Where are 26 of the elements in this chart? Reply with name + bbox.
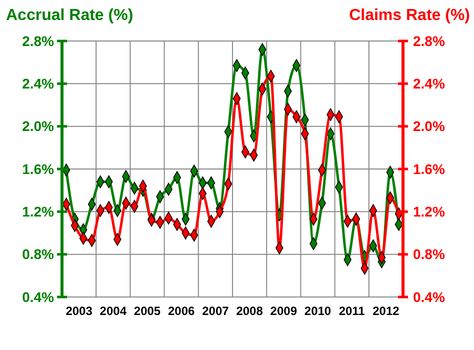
y2-tick-label: 2.4% (413, 76, 446, 92)
x-tick-label: 2004 (100, 304, 127, 318)
y2-tick-label: 1.6% (413, 160, 446, 177)
y2-tick-label: 0.4% (413, 288, 446, 305)
y-tick-label: 2.8% (22, 32, 55, 49)
y-tick-label: 1.6% (22, 160, 55, 177)
y2-tick-label: 2.0% (413, 118, 446, 134)
x-tick-label: 2005 (134, 304, 161, 318)
x-tick-label: 2008 (236, 304, 264, 318)
x-tick-label: 2010 (304, 304, 332, 318)
x-tick-label: 2009 (270, 304, 298, 318)
x-tick-label: 2006 (168, 304, 196, 318)
y-axis-title: Accrual Rate (%) (6, 7, 134, 24)
x-tick-label: 2003 (66, 304, 93, 318)
y-tick-label: 2.0% (22, 118, 55, 134)
y-tick-label: 0.4% (22, 288, 55, 305)
y2-tick-label: 0.8% (413, 246, 446, 262)
y2-tick-label: 1.2% (413, 204, 446, 220)
y2-tick-label: 2.8% (413, 32, 446, 49)
x-tick-label: 2007 (202, 304, 230, 318)
y-tick-label: 2.4% (22, 76, 55, 92)
x-tick-label: 2011 (338, 304, 366, 318)
y-tick-label: 0.8% (22, 246, 55, 262)
x-tick-label: 2012 (372, 304, 400, 318)
y2-axis-title: Claims Rate (%) (349, 7, 470, 24)
y-tick-label: 1.2% (22, 204, 55, 220)
